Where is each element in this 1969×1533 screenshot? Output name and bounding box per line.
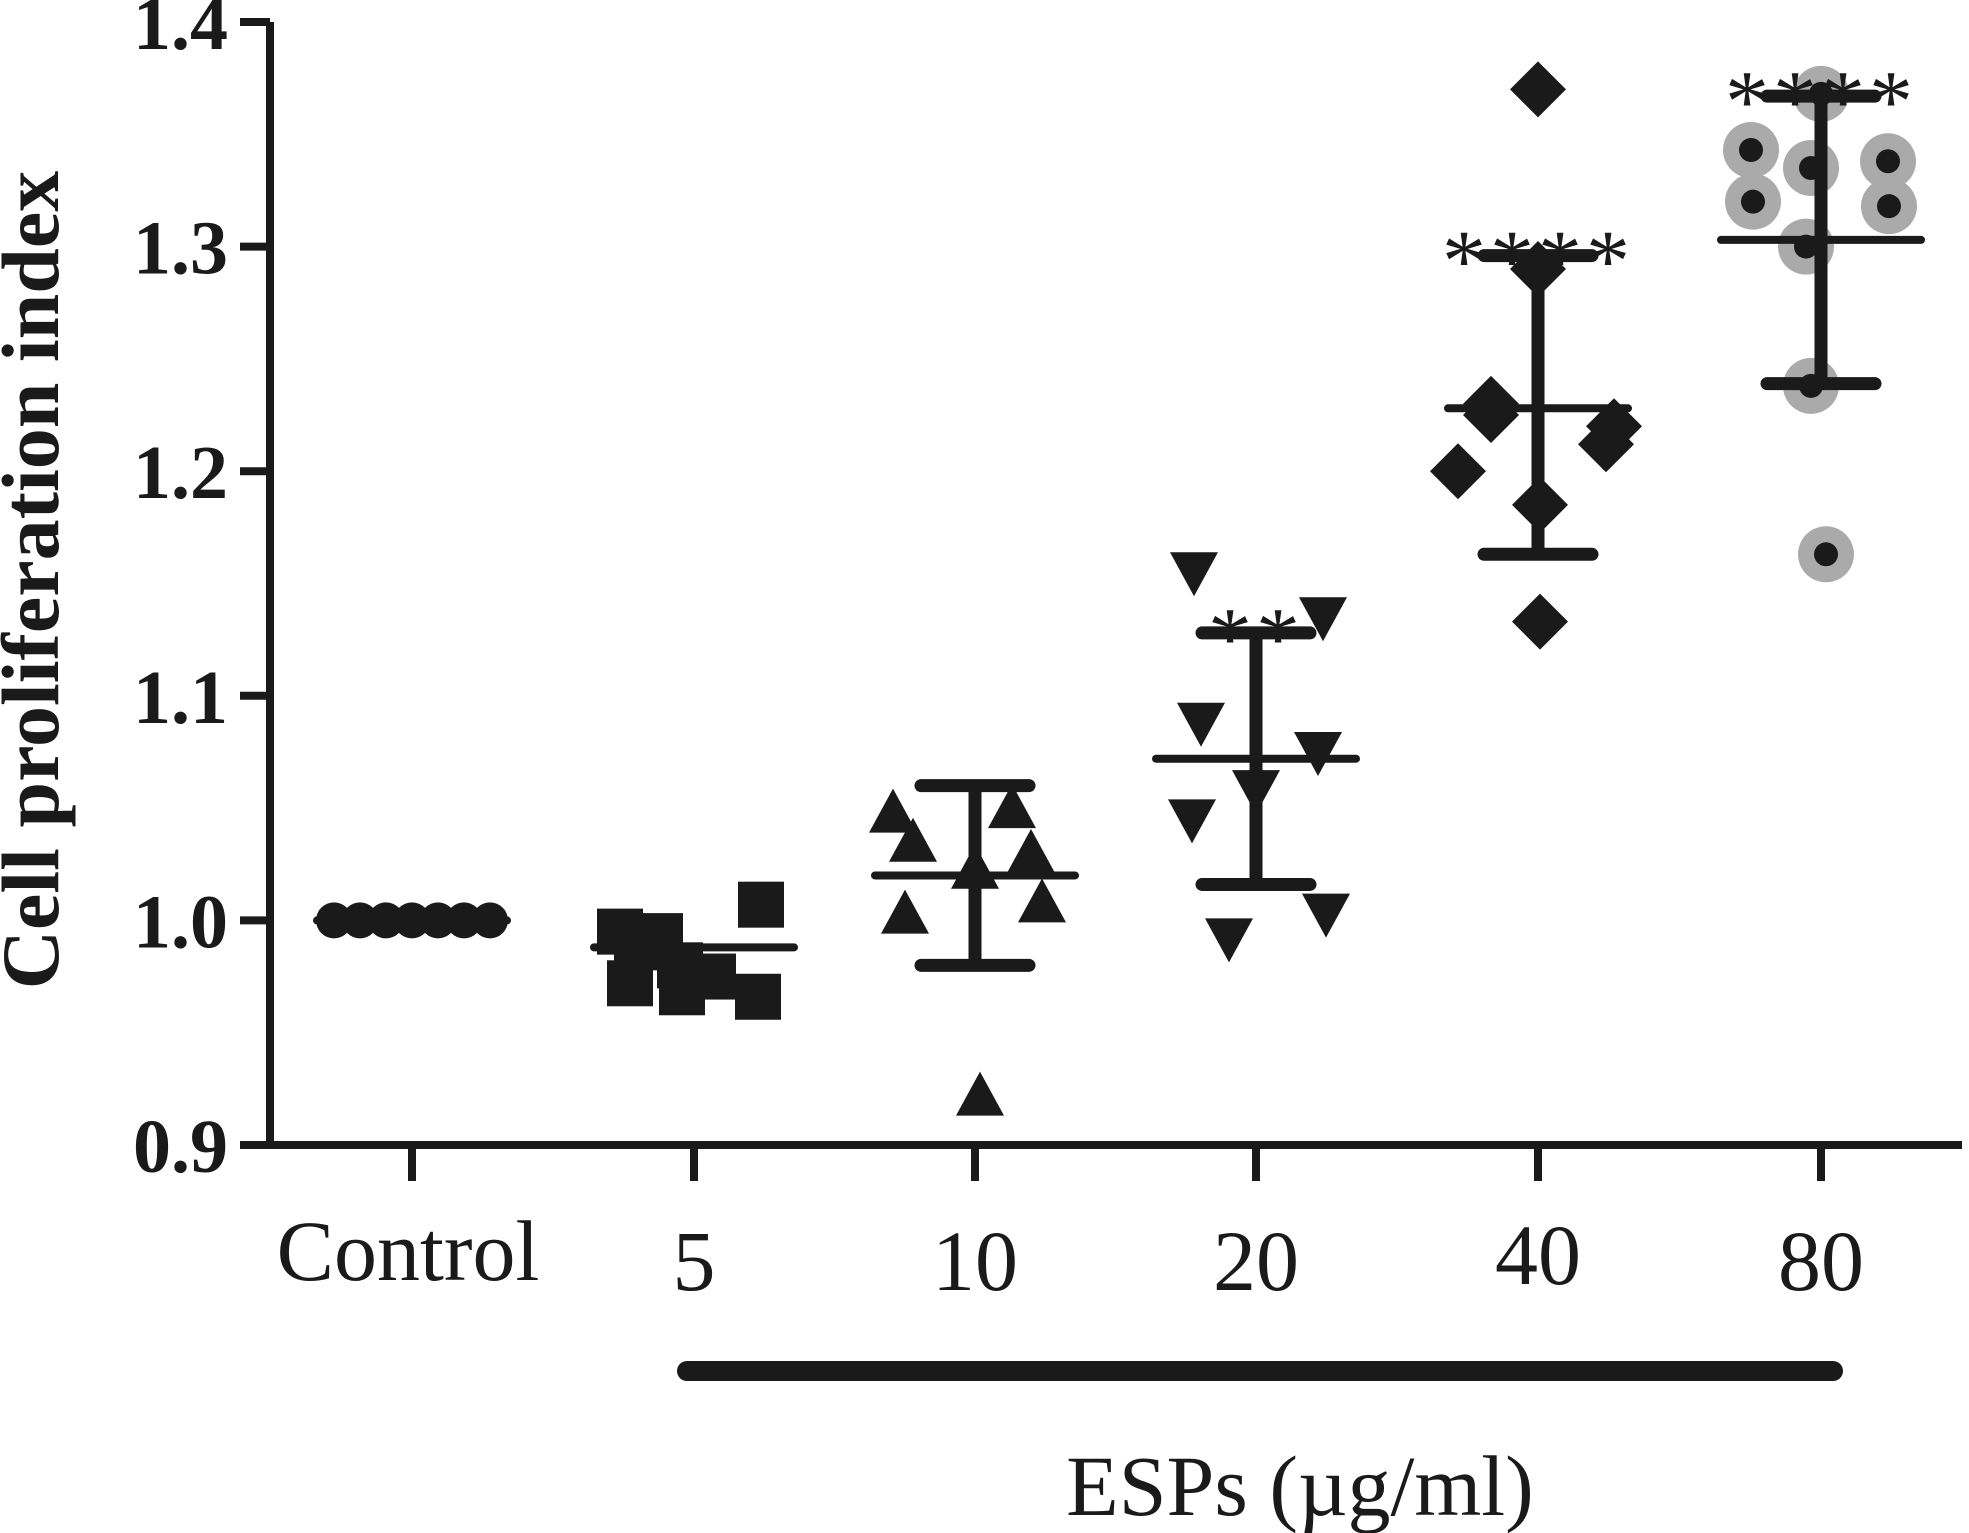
data-point-square — [659, 969, 705, 1016]
data-points — [316, 61, 1917, 1116]
data-point-triangle-down — [1205, 918, 1253, 963]
x-category-label: 40 — [1495, 1207, 1581, 1303]
x-category-label: 80 — [1778, 1213, 1864, 1309]
data-point-triangle-up — [956, 1071, 1004, 1116]
data-point-circle — [1877, 194, 1901, 219]
data-point-triangle-up — [889, 817, 937, 862]
data-point-triangle-up — [881, 889, 929, 934]
x-category-label: 5 — [673, 1213, 716, 1309]
significance-label: ** — [1208, 591, 1304, 688]
data-point-triangle-down — [1168, 799, 1216, 844]
axes — [266, 22, 1962, 1149]
x-category-label: 20 — [1213, 1213, 1299, 1309]
y-tick-label: 1.1 — [133, 656, 228, 740]
data-point-triangle-down — [1177, 702, 1225, 747]
data-point-diamond — [1578, 416, 1634, 473]
data-point-circle — [1876, 149, 1900, 174]
data-point-circle — [1741, 189, 1765, 214]
significance-label: **** — [1442, 214, 1634, 311]
x-category-label: Control — [277, 1203, 540, 1299]
data-point-square — [735, 973, 781, 1020]
x-axis-title: ESPs (µg/ml) — [1066, 1438, 1534, 1533]
data-point-triangle-up — [869, 788, 917, 833]
data-point-diamond — [1510, 61, 1566, 118]
error-bars — [313, 89, 1925, 972]
significance-marks: ********** — [1208, 54, 1917, 688]
data-point-square — [738, 881, 784, 928]
data-point-circle — [1814, 542, 1838, 567]
data-point-triangle-down — [1294, 731, 1342, 776]
y-tick-label: 1.4 — [133, 0, 228, 66]
data-point-diamond — [1463, 387, 1519, 444]
x-categories: Control 5 10 20 40 80 — [277, 1145, 1864, 1309]
data-point-triangle-up — [988, 784, 1036, 829]
data-point-square — [607, 960, 653, 1007]
significance-label: **** — [1725, 54, 1917, 151]
y-tick-label: 1.3 — [133, 207, 228, 291]
y-tick-label: 1.2 — [133, 431, 228, 515]
data-point-diamond — [1512, 593, 1568, 650]
data-point-circle — [1739, 138, 1763, 163]
data-point-triangle-up — [1018, 878, 1066, 923]
data-point-diamond — [1430, 443, 1486, 500]
x-category-label: 10 — [932, 1213, 1018, 1309]
data-point-triangle-down — [1302, 893, 1350, 938]
y-axis-title: Cell proliferation index — [0, 171, 76, 989]
data-point-triangle-down — [1299, 597, 1347, 642]
y-tick-label: 0.9 — [133, 1105, 228, 1189]
data-point-triangle-down — [1170, 552, 1218, 597]
data-point-triangle-up — [1007, 829, 1055, 874]
y-ticks: 0.9 1.0 1.1 1.2 1.3 1.4 — [133, 0, 270, 1189]
y-tick-label: 1.0 — [133, 880, 228, 964]
